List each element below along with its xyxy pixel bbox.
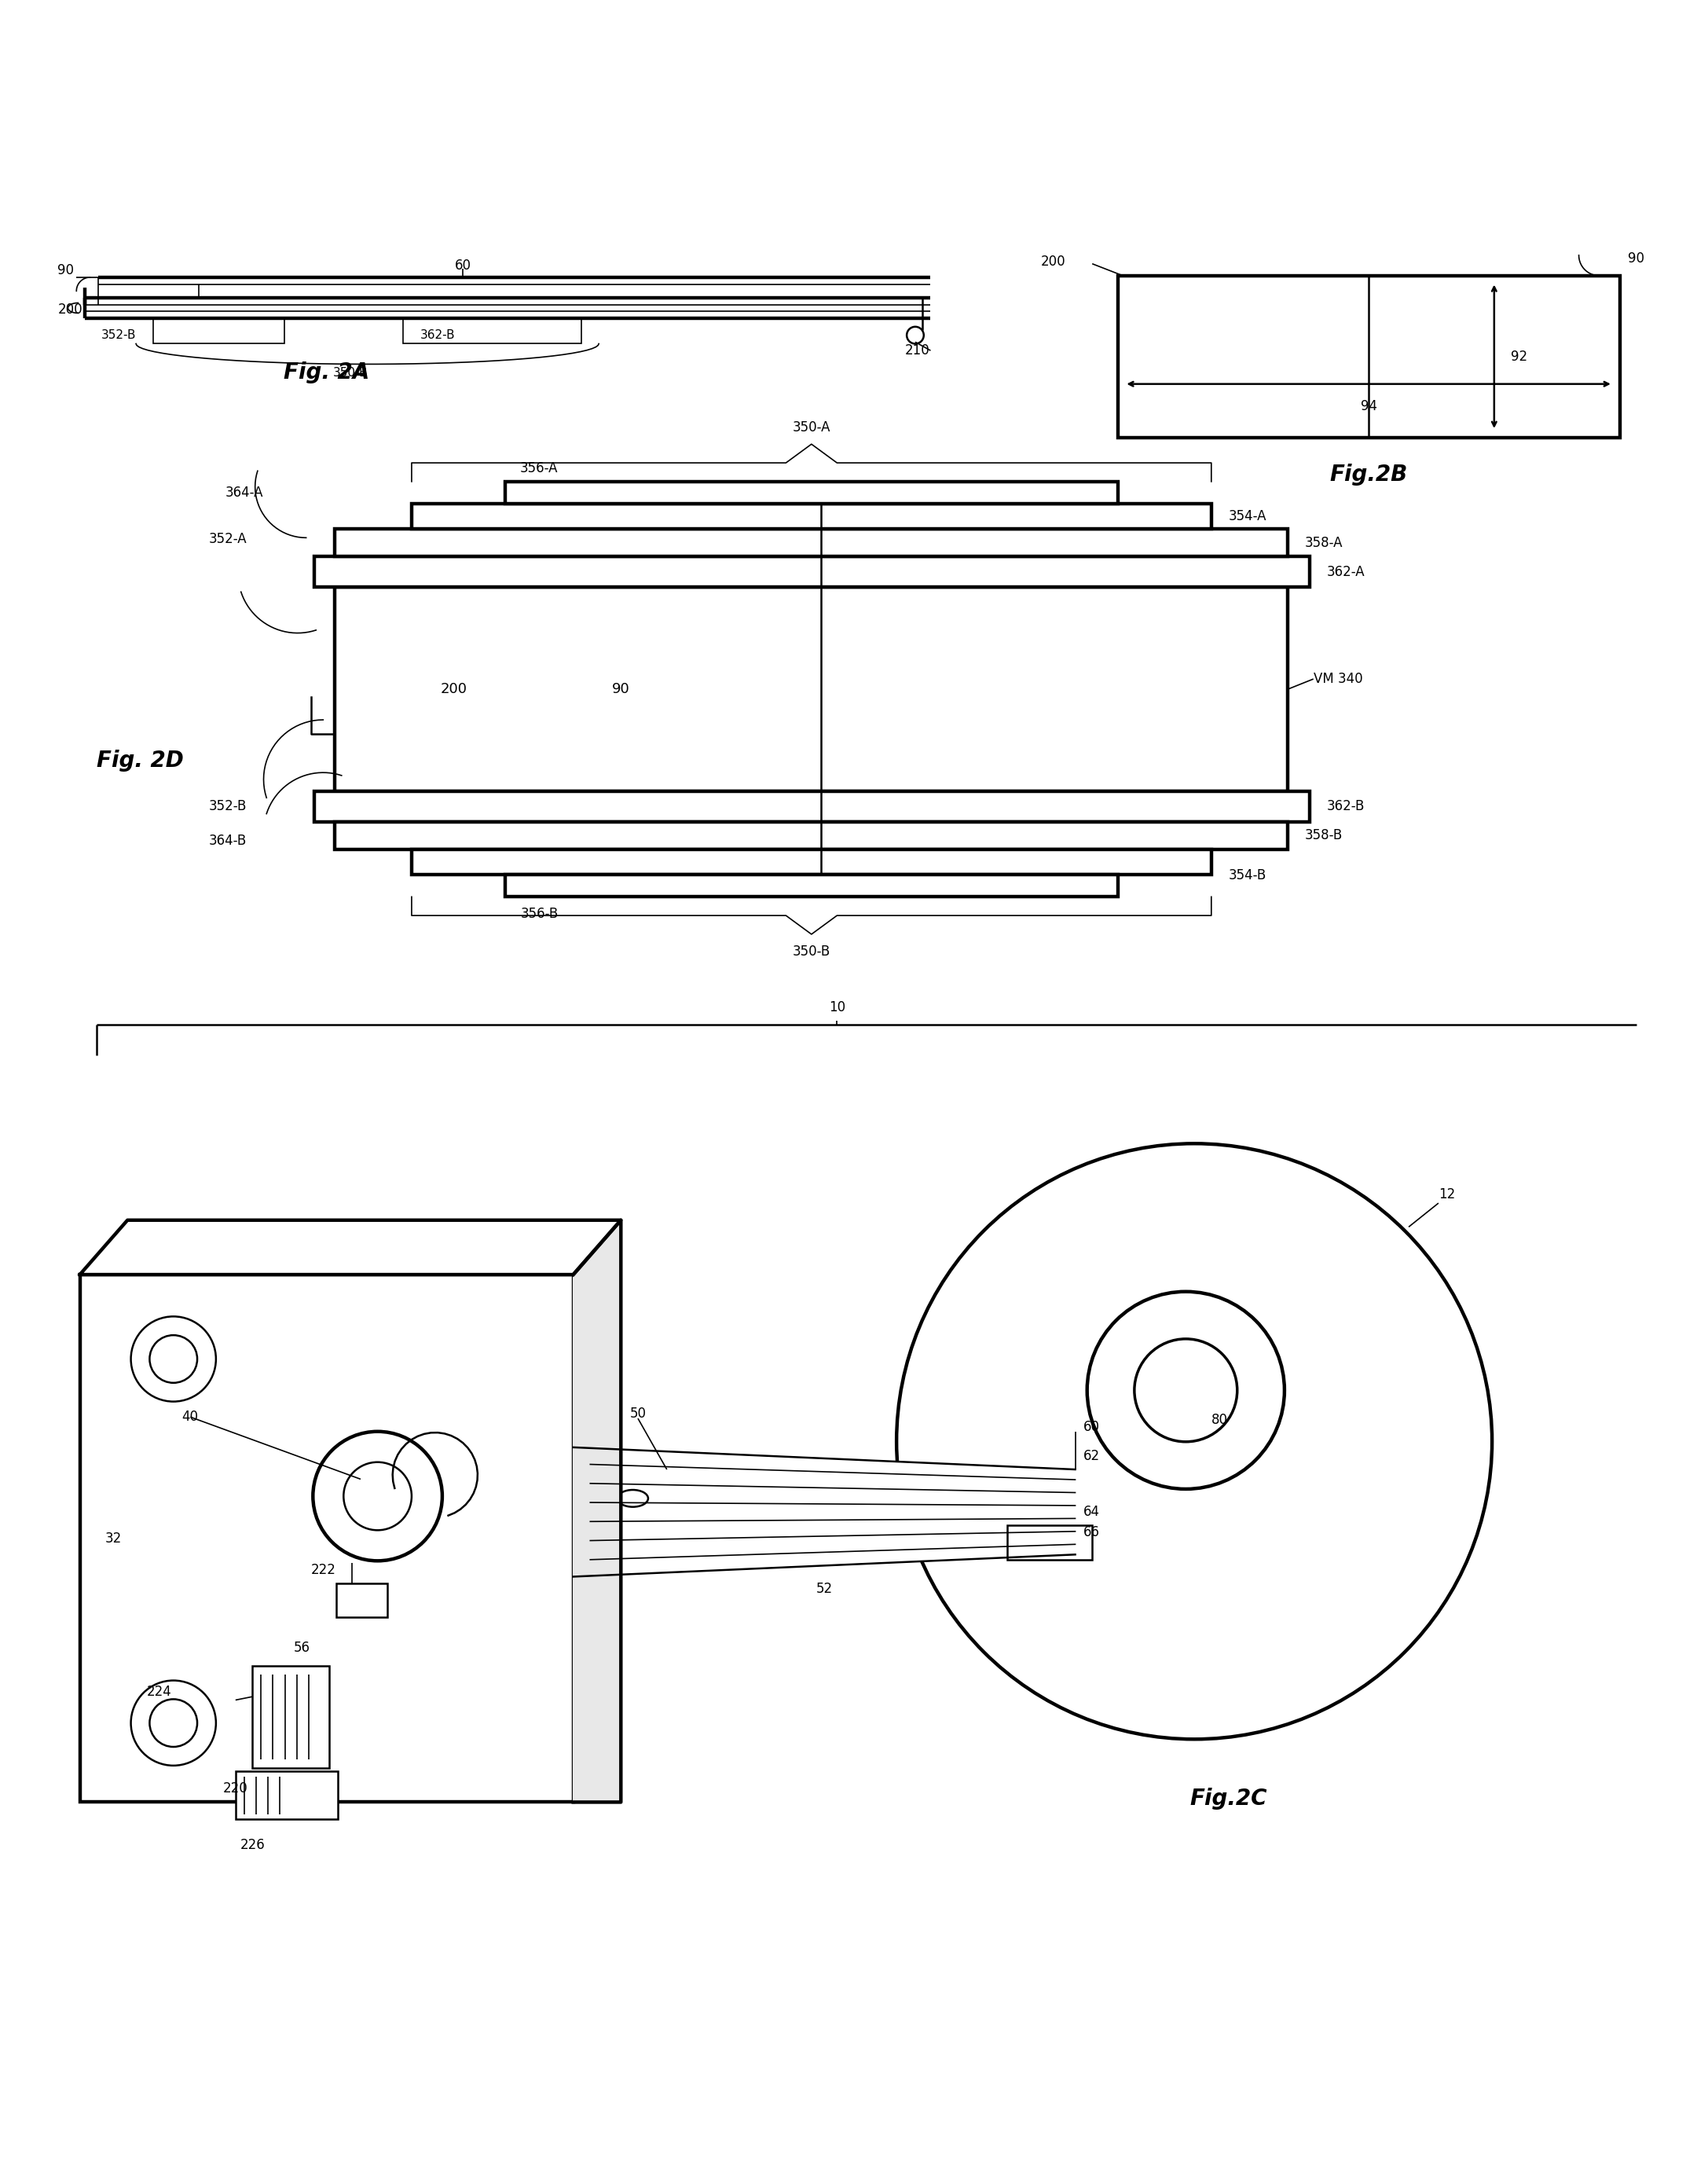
Bar [80,1275,574,1802]
Text: 352-A: 352-A [208,533,246,546]
Text: 40: 40 [183,1409,198,1424]
Text: 224: 224 [147,1685,171,1698]
Text: 362-B: 362-B [420,330,456,340]
Bar [1008,1526,1091,1559]
Text: 354-A: 354-A [1228,509,1266,522]
Bar [412,850,1211,874]
Bar [253,1665,330,1769]
Text: 90: 90 [58,264,73,278]
Circle shape [1134,1340,1237,1442]
Bar [335,822,1288,850]
Text: 12: 12 [1438,1188,1455,1201]
Text: Fig. 2A: Fig. 2A [284,362,369,384]
Text: 354-B: 354-B [1228,869,1266,882]
Bar [314,791,1310,822]
Text: 62: 62 [1083,1448,1100,1463]
Bar [336,1583,388,1617]
Text: 200: 200 [58,304,82,317]
Text: 362-A: 362-A [1327,564,1365,579]
Text: 92: 92 [1512,349,1527,364]
Text: 364-B: 364-B [208,833,246,848]
Text: 358-B: 358-B [1305,828,1342,843]
Text: 10: 10 [828,999,845,1015]
Text: 32: 32 [106,1531,121,1546]
Text: 362-B: 362-B [1327,800,1365,813]
Text: 222: 222 [311,1563,336,1576]
Bar [506,481,1117,503]
Bar [1117,275,1619,438]
Text: 352-B: 352-B [208,800,246,813]
Text: 60: 60 [454,258,471,273]
Text: 200: 200 [1042,256,1066,269]
Text: 220: 220 [224,1782,248,1795]
Text: 90: 90 [1628,251,1645,267]
Bar [314,557,1310,588]
Text: 66: 66 [1083,1526,1100,1539]
Polygon shape [574,1448,1076,1576]
Text: Fig.2B: Fig.2B [1331,464,1407,486]
Text: Fig. 2D: Fig. 2D [97,750,184,772]
Text: 94: 94 [1361,399,1377,414]
Text: 50: 50 [630,1407,646,1420]
Bar [335,588,1288,791]
Text: 350-B: 350-B [793,945,830,958]
Text: 350-A: 350-A [793,421,830,434]
Text: 64: 64 [1083,1505,1100,1520]
Bar [236,1771,338,1819]
Bar [506,874,1117,898]
Polygon shape [80,1221,622,1275]
Bar [412,503,1211,529]
Text: 52: 52 [816,1580,832,1596]
Bar [335,529,1288,557]
Text: 226: 226 [241,1838,265,1851]
Text: 60: 60 [1083,1420,1100,1433]
Bar [403,319,582,345]
Polygon shape [574,1221,622,1802]
Text: VM 340: VM 340 [1313,672,1363,685]
Text: 350-B: 350-B [333,366,367,379]
Bar [154,319,284,345]
Text: 356-A: 356-A [521,462,559,475]
Text: 352-B: 352-B [101,330,137,340]
Text: 56: 56 [294,1641,311,1654]
Text: 80: 80 [1211,1414,1228,1427]
Text: 364-A: 364-A [225,486,263,499]
Text: Fig.2C: Fig.2C [1190,1789,1267,1810]
Text: 210: 210 [905,343,929,358]
Text: 200: 200 [441,683,468,696]
Text: 90: 90 [611,683,630,696]
Text: 358-A: 358-A [1305,535,1342,551]
Text: 356-B: 356-B [521,906,559,921]
